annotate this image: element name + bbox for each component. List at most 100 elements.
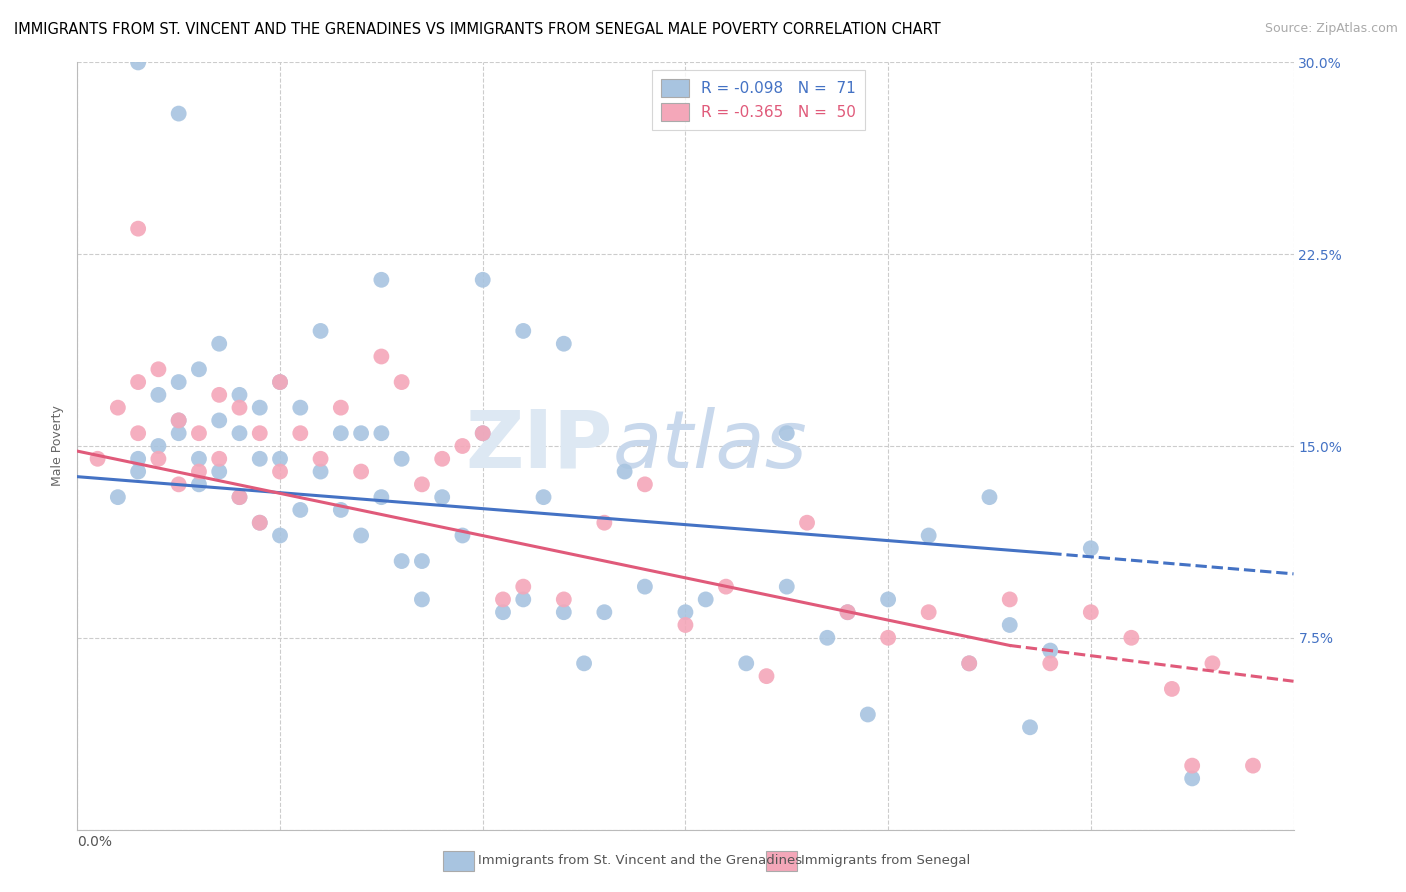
Point <box>1019 720 1042 734</box>
Text: Immigrants from St. Vincent and the Grenadines: Immigrants from St. Vincent and the Gren… <box>478 855 803 867</box>
Point <box>776 426 799 441</box>
Point <box>127 375 149 389</box>
Point <box>127 426 149 441</box>
Point <box>957 657 980 671</box>
Point <box>918 605 941 619</box>
Point <box>370 490 392 504</box>
Point <box>451 439 474 453</box>
Point <box>776 580 799 594</box>
Point <box>512 324 534 338</box>
Point <box>593 516 616 530</box>
Point <box>877 631 900 645</box>
Point <box>350 528 373 542</box>
Point <box>877 592 900 607</box>
Point <box>309 465 332 479</box>
Point <box>370 273 392 287</box>
Point <box>249 451 271 466</box>
Point <box>228 401 250 415</box>
Point <box>391 375 413 389</box>
Point <box>228 490 250 504</box>
Point <box>471 426 494 441</box>
Point <box>572 657 595 671</box>
Point <box>188 477 211 491</box>
Point <box>188 451 211 466</box>
Point <box>837 605 859 619</box>
Point <box>167 413 190 427</box>
Point <box>613 465 636 479</box>
Point <box>208 388 231 402</box>
Point <box>512 580 534 594</box>
Point <box>269 528 291 542</box>
Y-axis label: Male Poverty: Male Poverty <box>51 406 65 486</box>
Point <box>127 221 149 235</box>
Point <box>471 426 494 441</box>
Text: IMMIGRANTS FROM ST. VINCENT AND THE GRENADINES VS IMMIGRANTS FROM SENEGAL MALE P: IMMIGRANTS FROM ST. VINCENT AND THE GREN… <box>14 22 941 37</box>
Point <box>512 592 534 607</box>
Point <box>411 592 433 607</box>
Point <box>492 592 515 607</box>
Point <box>735 657 758 671</box>
Point <box>856 707 879 722</box>
Point <box>188 426 211 441</box>
Point <box>957 657 980 671</box>
Point <box>492 605 515 619</box>
Point <box>471 273 494 287</box>
Point <box>675 605 697 619</box>
Point <box>411 554 433 568</box>
Point <box>998 592 1021 607</box>
Point <box>1181 758 1204 772</box>
Point <box>411 477 433 491</box>
Point <box>998 618 1021 632</box>
Point <box>695 592 717 607</box>
Point <box>290 401 312 415</box>
Point <box>208 465 231 479</box>
Point <box>148 451 170 466</box>
Text: 0.0%: 0.0% <box>77 836 112 849</box>
Point <box>167 426 190 441</box>
Point <box>918 528 941 542</box>
Point <box>208 336 231 351</box>
Legend: R = -0.098   N =  71, R = -0.365   N =  50: R = -0.098 N = 71, R = -0.365 N = 50 <box>652 70 865 130</box>
Point <box>269 465 291 479</box>
Point <box>553 592 575 607</box>
Point <box>979 490 1001 504</box>
Text: ZIP: ZIP <box>465 407 613 485</box>
Point <box>249 426 271 441</box>
Point <box>86 451 108 466</box>
Point <box>167 477 190 491</box>
Point <box>1039 657 1062 671</box>
Point <box>350 465 373 479</box>
Point <box>553 605 575 619</box>
Point <box>290 503 312 517</box>
Point <box>553 336 575 351</box>
Point <box>714 580 737 594</box>
Point <box>350 426 373 441</box>
Text: Source: ZipAtlas.com: Source: ZipAtlas.com <box>1265 22 1399 36</box>
Point <box>167 375 190 389</box>
Point <box>329 503 352 517</box>
Point <box>451 528 474 542</box>
Point <box>430 490 453 504</box>
Point <box>329 401 352 415</box>
Point <box>634 477 657 491</box>
Point <box>309 324 332 338</box>
Point <box>148 362 170 376</box>
Point <box>837 605 859 619</box>
Point <box>533 490 555 504</box>
Point <box>675 618 697 632</box>
Point <box>1121 631 1143 645</box>
Point <box>755 669 778 683</box>
Point <box>167 106 190 120</box>
Point <box>370 426 392 441</box>
Point <box>249 516 271 530</box>
Point <box>228 490 250 504</box>
Point <box>1039 643 1062 657</box>
Point <box>107 490 129 504</box>
Point <box>269 375 291 389</box>
Point <box>1201 657 1223 671</box>
Point <box>107 401 129 415</box>
Point <box>127 451 149 466</box>
Point <box>370 350 392 364</box>
Point <box>228 388 250 402</box>
Point <box>167 413 190 427</box>
